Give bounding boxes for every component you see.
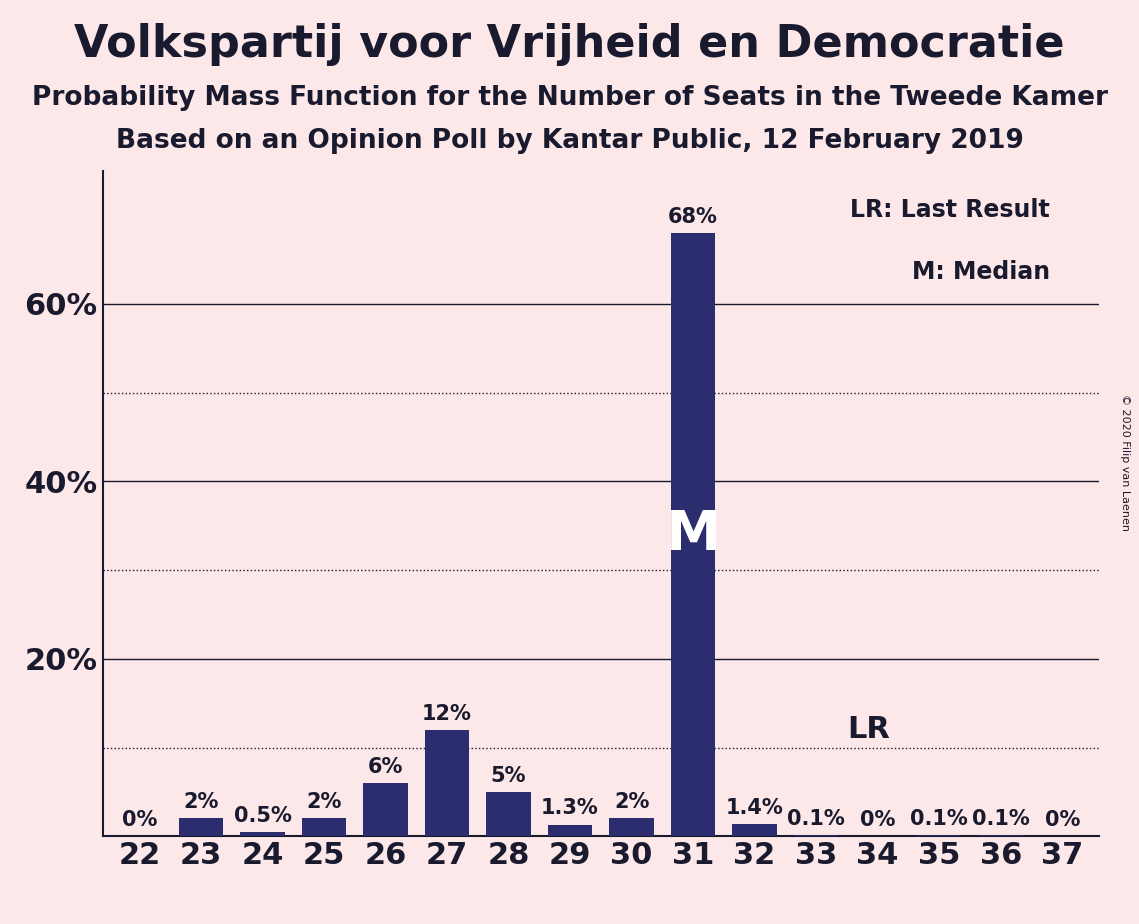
Text: Probability Mass Function for the Number of Seats in the Tweede Kamer: Probability Mass Function for the Number… xyxy=(32,85,1107,111)
Text: M: M xyxy=(665,507,721,562)
Text: 0%: 0% xyxy=(860,810,895,830)
Bar xyxy=(609,819,654,836)
Text: 2%: 2% xyxy=(306,792,342,812)
Text: M: Median: M: Median xyxy=(912,260,1050,284)
Text: 1.4%: 1.4% xyxy=(726,797,784,818)
Text: LR: Last Result: LR: Last Result xyxy=(850,198,1050,222)
Text: 5%: 5% xyxy=(491,766,526,785)
Text: © 2020 Filip van Laenen: © 2020 Filip van Laenen xyxy=(1121,394,1130,530)
Text: Based on an Opinion Poll by Kantar Public, 12 February 2019: Based on an Opinion Poll by Kantar Publi… xyxy=(115,128,1024,153)
Bar xyxy=(671,233,715,836)
Bar xyxy=(240,832,285,836)
Text: Volkspartij voor Vrijheid en Democratie: Volkspartij voor Vrijheid en Democratie xyxy=(74,23,1065,67)
Text: 0.1%: 0.1% xyxy=(972,809,1030,829)
Text: 2%: 2% xyxy=(614,792,649,812)
Bar xyxy=(732,824,777,836)
Bar xyxy=(425,730,469,836)
Text: 2%: 2% xyxy=(183,792,219,812)
Bar xyxy=(302,819,346,836)
Bar xyxy=(179,819,223,836)
Text: 12%: 12% xyxy=(423,703,472,723)
Bar xyxy=(486,792,531,836)
Text: 68%: 68% xyxy=(669,207,718,226)
Text: 6%: 6% xyxy=(368,757,403,777)
Text: LR: LR xyxy=(847,715,890,744)
Text: 1.3%: 1.3% xyxy=(541,798,599,819)
Text: 0%: 0% xyxy=(1044,810,1080,830)
Text: 0.5%: 0.5% xyxy=(233,806,292,825)
Bar xyxy=(363,783,408,836)
Text: 0%: 0% xyxy=(122,810,157,830)
Text: 0.1%: 0.1% xyxy=(910,809,968,829)
Bar xyxy=(548,825,592,836)
Text: 0.1%: 0.1% xyxy=(787,809,845,829)
